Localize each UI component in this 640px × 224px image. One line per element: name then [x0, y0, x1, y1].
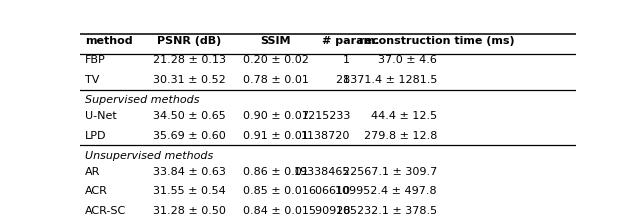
Text: 31.55 ± 0.54: 31.55 ± 0.54 [153, 186, 225, 196]
Text: Supervised methods: Supervised methods [85, 95, 200, 105]
Text: 30.31 ± 0.52: 30.31 ± 0.52 [153, 75, 225, 85]
Text: SSIM: SSIM [260, 35, 291, 45]
Text: 0.90 ± 0.01: 0.90 ± 0.01 [243, 111, 308, 121]
Text: 0.91 ± 0.01: 0.91 ± 0.01 [243, 131, 308, 141]
Text: ACR-SC: ACR-SC [85, 206, 126, 216]
Text: 590928: 590928 [308, 206, 350, 216]
Text: 1: 1 [343, 75, 350, 85]
Text: 0.78 ± 0.01: 0.78 ± 0.01 [243, 75, 309, 85]
Text: 22567.1 ± 309.7: 22567.1 ± 309.7 [343, 167, 437, 177]
Text: 33.84 ± 0.63: 33.84 ± 0.63 [153, 167, 225, 177]
Text: FBP: FBP [85, 55, 106, 65]
Text: 606610: 606610 [308, 186, 350, 196]
Text: ACR: ACR [85, 186, 108, 196]
Text: 34.50 ± 0.65: 34.50 ± 0.65 [153, 111, 225, 121]
Text: 37.0 ± 4.6: 37.0 ± 4.6 [378, 55, 437, 65]
Text: 35.69 ± 0.60: 35.69 ± 0.60 [153, 131, 225, 141]
Text: 0.86 ± 0.01: 0.86 ± 0.01 [243, 167, 308, 177]
Text: Unsupervised methods: Unsupervised methods [85, 151, 213, 161]
Text: AR: AR [85, 167, 100, 177]
Text: 21.28 ± 0.13: 21.28 ± 0.13 [152, 55, 226, 65]
Text: TV: TV [85, 75, 99, 85]
Text: 1138720: 1138720 [301, 131, 350, 141]
Text: 7215233: 7215233 [301, 111, 350, 121]
Text: 279.8 ± 12.8: 279.8 ± 12.8 [364, 131, 437, 141]
Text: 0.84 ± 0.01: 0.84 ± 0.01 [243, 206, 309, 216]
Text: 109952.4 ± 497.8: 109952.4 ± 497.8 [335, 186, 437, 196]
Text: 28371.4 ± 1281.5: 28371.4 ± 1281.5 [336, 75, 437, 85]
Text: 44.4 ± 12.5: 44.4 ± 12.5 [371, 111, 437, 121]
Text: 1: 1 [343, 55, 350, 65]
Text: 19338465: 19338465 [294, 167, 350, 177]
Text: method: method [85, 35, 132, 45]
Text: LPD: LPD [85, 131, 106, 141]
Text: 105232.1 ± 378.5: 105232.1 ± 378.5 [336, 206, 437, 216]
Text: 0.20 ± 0.02: 0.20 ± 0.02 [243, 55, 309, 65]
Text: reconstruction time (ms): reconstruction time (ms) [359, 35, 515, 45]
Text: 0.85 ± 0.01: 0.85 ± 0.01 [243, 186, 308, 196]
Text: U-Net: U-Net [85, 111, 116, 121]
Text: 31.28 ± 0.50: 31.28 ± 0.50 [153, 206, 225, 216]
Text: # param.: # param. [322, 35, 379, 45]
Text: PSNR (dB): PSNR (dB) [157, 35, 221, 45]
